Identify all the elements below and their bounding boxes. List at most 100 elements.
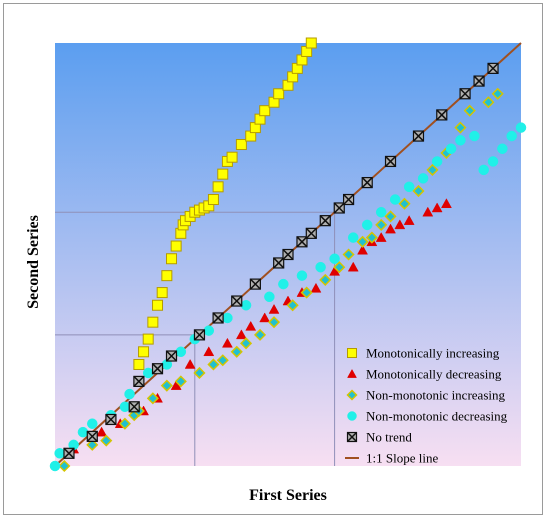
point-monotonically-increasing	[161, 270, 173, 282]
point-non-monotonic-decreasing	[478, 164, 489, 176]
point-no-trend	[231, 295, 243, 307]
point-no-trend	[305, 227, 317, 239]
no-trend-cross-b	[86, 430, 98, 442]
point-non-monotonic-decreasing	[389, 194, 401, 205]
point-non-monotonic-decreasing	[361, 219, 373, 231]
point-non-monotonic-increasing	[333, 261, 346, 274]
legend-marker-monotonically-increasing	[347, 348, 357, 358]
point-non-monotonic-increasing	[58, 459, 71, 473]
point-no-trend	[459, 88, 471, 100]
point-monotonically-increasing	[147, 316, 159, 328]
point-monotonically-decreasing	[347, 261, 359, 272]
point-monotonically-increasing	[166, 253, 177, 265]
no-trend-cross-b	[346, 431, 358, 443]
point-non-monotonic-increasing	[174, 375, 187, 388]
no-trend-cross-b	[63, 447, 75, 459]
no-trend-cross-b	[305, 227, 317, 239]
no-trend-cross-b	[343, 193, 355, 206]
point-no-trend	[412, 130, 425, 142]
point-non-monotonic-increasing	[146, 392, 159, 405]
point-monotonically-decreasing	[403, 215, 415, 225]
point-non-monotonic-decreasing	[296, 270, 308, 281]
point-non-monotonic-decreasing	[87, 418, 98, 429]
point-no-trend	[333, 202, 345, 214]
point-non-monotonic-increasing	[398, 197, 411, 210]
point-non-monotonic-increasing	[384, 210, 397, 223]
point-no-trend	[487, 62, 499, 74]
point-non-monotonic-increasing	[267, 316, 281, 329]
point-monotonically-increasing	[207, 194, 219, 206]
point-non-monotonic-increasing	[207, 358, 220, 371]
point-non-monotonic-decreasing	[506, 130, 517, 142]
no-trend-cross-b	[133, 375, 145, 387]
no-trend-cross-b	[361, 177, 373, 189]
point-monotonically-decreasing	[184, 358, 196, 369]
point-non-monotonic-increasing	[230, 345, 243, 358]
point-no-trend	[473, 75, 485, 87]
no-trend-cross-b	[105, 413, 117, 426]
legend: Monotonically increasing Monotonically de…	[345, 346, 508, 466]
point-non-monotonic-increasing	[253, 328, 267, 341]
point-monotonically-increasing	[133, 358, 145, 370]
no-trend-cross-b	[436, 109, 448, 121]
x-axis-title: First Series	[249, 487, 327, 504]
point-no-trend	[384, 155, 397, 168]
legend-label-monotonically-decreasing: Monotonically decreasing	[366, 367, 502, 382]
no-trend-cross-b	[165, 350, 178, 362]
legend-marker-no-trend	[346, 431, 358, 443]
point-no-trend	[342, 193, 355, 206]
point-non-monotonic-decreasing	[264, 291, 275, 303]
point-non-monotonic-decreasing	[222, 312, 233, 324]
legend-label-non-monotonic-decreasing: Non-monotonic decreasing	[366, 409, 508, 424]
point-no-trend	[361, 176, 373, 189]
no-trend-cross-b	[128, 401, 140, 413]
series-no-trend	[63, 62, 499, 459]
point-non-monotonic-decreasing	[469, 130, 480, 142]
legend-label-slope-line: 1:1 Slope line	[366, 451, 438, 466]
legend-label-non-monotonic-increasing: Non-monotonic increasing	[366, 388, 505, 403]
no-trend-cross-b	[319, 215, 331, 227]
point-monotonically-decreasing	[221, 337, 233, 348]
point-non-monotonic-increasing	[86, 438, 99, 451]
point-monotonically-increasing	[142, 333, 154, 345]
point-no-trend	[128, 401, 140, 413]
point-non-monotonic-decreasing	[403, 181, 415, 193]
point-non-monotonic-increasing	[454, 121, 467, 134]
point-non-monotonic-decreasing	[240, 300, 252, 311]
point-monotonically-decreasing	[245, 320, 257, 331]
no-trend-cross-b	[151, 363, 164, 375]
series-monotonically-increasing	[133, 37, 317, 370]
point-monotonically-decreasing	[431, 202, 443, 213]
point-monotonically-increasing	[170, 240, 182, 252]
legend-marker-non-monotonic-decreasing	[347, 411, 357, 421]
point-no-trend	[105, 413, 117, 426]
series-non-monotonic-decreasing	[49, 122, 527, 472]
no-trend-cross-b	[384, 155, 397, 167]
point-non-monotonic-increasing	[239, 337, 253, 350]
no-trend-cross-b	[212, 312, 224, 324]
point-non-monotonic-decreasing	[455, 135, 466, 146]
point-non-monotonic-decreasing	[175, 346, 187, 358]
point-non-monotonic-decreasing	[203, 325, 215, 336]
point-monotonically-decreasing	[203, 346, 215, 357]
point-monotonically-increasing	[152, 299, 164, 311]
point-monotonically-decreasing	[375, 232, 387, 242]
legend-label-no-trend: No trend	[366, 430, 412, 445]
point-no-trend	[296, 236, 308, 248]
point-non-monotonic-decreasing	[77, 426, 89, 438]
point-no-trend	[319, 215, 331, 227]
point-non-monotonic-decreasing	[375, 206, 387, 218]
y-axis-title: Second Series	[25, 215, 42, 309]
point-non-monotonic-increasing	[118, 417, 131, 430]
point-non-monotonic-increasing	[100, 434, 113, 447]
point-non-monotonic-increasing	[463, 104, 476, 117]
point-monotonically-decreasing	[310, 282, 322, 293]
legend-label-monotonically-increasing: Monotonically increasing	[366, 346, 500, 361]
point-monotonically-decreasing	[385, 223, 396, 234]
point-non-monotonic-increasing	[193, 366, 206, 380]
point-no-trend	[212, 312, 224, 324]
point-monotonically-increasing	[273, 88, 285, 100]
point-non-monotonic-increasing	[375, 218, 388, 231]
point-monotonically-increasing	[212, 181, 224, 193]
